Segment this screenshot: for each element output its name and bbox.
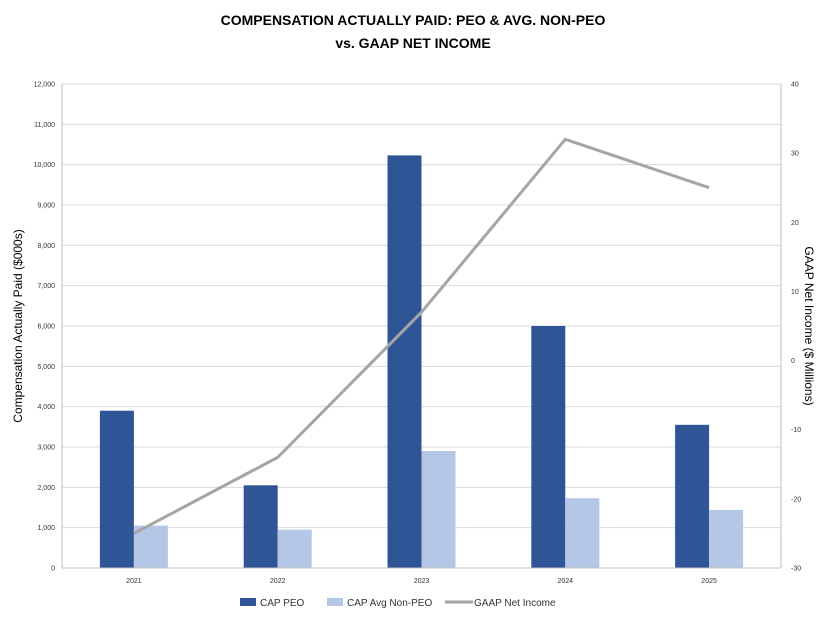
bar-cap-avg-non-peo [709, 509, 744, 568]
line-gaap-net-income [133, 137, 710, 535]
y-tick-label: 6,000 [37, 324, 55, 331]
y-tick-label: 7,000 [37, 283, 55, 290]
y2-tick-label: 20 [791, 220, 799, 227]
y2-tick-label: 0 [791, 358, 795, 365]
y-tick-label: 2,000 [37, 485, 55, 492]
y2-tick-label: -30 [791, 566, 801, 573]
y2-axis-title: GAAP Net Income ($ Millions) [802, 246, 816, 405]
chart-title-line-2: vs. GAAP NET INCOME [335, 35, 490, 51]
x-tick-label: 2024 [558, 578, 574, 585]
y-tick-label: 10,000 [34, 162, 56, 169]
y-tick-label: 9,000 [37, 203, 55, 210]
bar-cap-peo [387, 155, 422, 568]
legend-swatch [327, 598, 343, 606]
bar-cap-peo [99, 410, 134, 568]
bar-cap-avg-non-peo [277, 529, 312, 568]
bar-cap-avg-non-peo [565, 498, 600, 568]
y2-tick-label: 10 [791, 289, 799, 296]
x-tick-label: 2025 [701, 578, 717, 585]
y-tick-label: 5,000 [37, 364, 55, 371]
x-tick-label: 2023 [414, 578, 430, 585]
y-tick-label: 8,000 [37, 243, 55, 250]
y2-tick-label: 40 [791, 82, 799, 89]
bar-cap-avg-non-peo [133, 525, 168, 568]
x-tick-label: 2022 [270, 578, 286, 585]
net-income-line [133, 137, 710, 535]
legend-label: CAP Avg Non-PEO [347, 598, 432, 609]
bar-cap-avg-non-peo [421, 451, 456, 568]
y2-tick-label: -20 [791, 496, 801, 503]
y-tick-label: 0 [51, 566, 55, 573]
legend-label: CAP PEO [260, 598, 304, 609]
x-tick-label: 2021 [126, 578, 142, 585]
legend-swatch [240, 598, 256, 606]
y2-tick-label: -10 [791, 427, 801, 434]
legend: CAP PEO CAP Avg Non-PEO GAAP Net Income [240, 598, 556, 609]
bars [99, 155, 744, 568]
y-tick-label: 12,000 [34, 82, 56, 89]
axes: 0 1,000 2,000 3,000 4,000 5,000 6,000 7,000 8,00… [34, 82, 802, 586]
y-tick-label: 11,000 [34, 122, 55, 129]
legend-label: GAAP Net Income [474, 598, 556, 609]
y2-tick-label: 30 [791, 151, 799, 158]
chart-title-line-1: COMPENSATION ACTUALLY PAID: PEO & AVG. N… [221, 12, 606, 28]
y-tick-label: 3,000 [37, 445, 55, 452]
bar-cap-peo [243, 485, 278, 568]
y-tick-label: 1,000 [37, 525, 55, 532]
bar-cap-peo [675, 424, 710, 568]
y-tick-label: 4,000 [37, 404, 55, 411]
y-axis-title: Compensation Actually Paid ($000s) [11, 229, 25, 422]
bar-cap-peo [531, 326, 566, 568]
